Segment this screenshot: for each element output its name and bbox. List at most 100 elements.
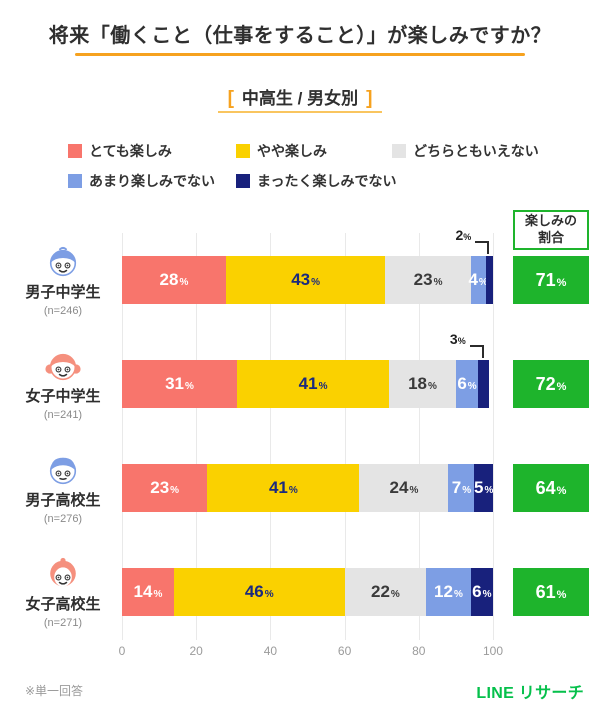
avatar-girl-junior-high-icon [45,353,81,381]
callout-value: 2 [455,227,464,243]
segment-percent-sign: % [153,589,163,600]
legend-item: あまり楽しみでない [68,171,215,191]
bar-segment: 23% [122,464,208,512]
bar-segment [485,256,493,304]
summary-percent-sign: % [556,485,567,497]
summary-percent-sign: % [556,381,567,393]
bar-segment: 24% [359,464,449,512]
summary-value-box: 72% [513,360,589,408]
callout-label: 2% [423,227,471,243]
legend-label: まったく楽しみでない [257,173,397,189]
segment-value: 23 [150,478,170,497]
footnote: ※単一回答 [25,684,84,698]
bar-segment [478,360,490,408]
legend-swatch [236,144,250,158]
segment-percent-sign: % [311,277,321,288]
callout-percent-sign: % [463,232,472,242]
segment-value: 22 [370,582,390,601]
bar-segment: 14% [122,568,174,616]
legend-item: どちらともいえない [392,141,539,161]
sample-size: (n=241) [43,409,83,421]
legend-swatch [236,174,250,188]
summary-value-box: 71% [513,256,589,304]
chart-subtitle: [中高生 / 男女別] [0,84,600,110]
bar-segment: 7% [448,464,475,512]
bar-segment: 41% [237,360,390,408]
segment-value: 28 [159,270,179,289]
segment-percent-sign: % [484,485,494,496]
segment-percent-sign: % [264,589,274,600]
callout-label: 3% [418,331,466,347]
stacked-bar: 31% 41% 18% 6% [122,360,490,408]
row-label: 女子高校生 (n=271) [10,554,116,629]
segment-percent-sign: % [482,589,492,600]
title-underline [75,53,525,56]
segment-percent-sign: % [462,485,472,496]
callout-line-horizontal [475,241,490,243]
avatar-boy-high-icon [49,457,77,485]
legend-label: どちらともいえない [413,143,539,159]
bar-segment: 18% [389,360,456,408]
segment-percent-sign: % [170,485,180,496]
subtitle-bracket-left: [ [227,88,234,109]
sample-size: (n=271) [43,617,83,629]
segment-value: 5 [474,478,484,497]
summary-header-box: 楽しみの 割合 [513,210,589,250]
segment-percent-sign: % [428,381,437,392]
line-research-logo: LINE リサーチ [476,685,584,702]
segment-value: 41 [298,374,318,393]
summary-value-box: 64% [513,464,589,512]
axis-tick-label: 20 [189,644,203,658]
segment-value: 6 [472,582,482,601]
legend-item: やや楽しみ [236,141,327,161]
row-label: 男子高校生 (n=276) [10,450,116,525]
gridline [196,233,198,640]
category-name: 女子中学生 [25,388,101,405]
legend-swatch [68,174,82,188]
segment-value: 4 [468,270,478,289]
stacked-bar: 23% 41% 24% 7% 5% [122,464,493,512]
segment-percent-sign: % [288,485,298,496]
segment-value: 18 [408,374,427,393]
bar-segment: 5% [474,464,493,512]
gridline [122,233,123,640]
callout-line-vertical [487,241,490,254]
segment-value: 23 [413,270,433,289]
segment-value: 31 [165,374,184,393]
segment-value: 24 [389,478,409,497]
segment-value: 46 [244,582,264,601]
legend-item: まったく楽しみでない [236,171,396,191]
summary-value: 71 [535,269,556,290]
bar-segment: 4% [468,256,488,304]
subtitle-underline [218,111,382,113]
summary-value-box: 61% [513,568,589,616]
stacked-bar: 14% 46% 22% 12% 6% [122,568,493,616]
bar-segment: 43% [225,256,386,304]
legend-swatch [68,144,82,158]
avatar-girl-high-icon [50,557,76,587]
bar-segment: 28% [122,256,226,304]
legend-label: とても楽しみ [89,143,172,159]
gridline [418,233,420,640]
bar-segment: 6% [470,568,493,616]
summary-value: 72 [535,373,556,394]
category-name: 女子高校生 [25,596,101,613]
summary-percent-sign: % [556,277,567,289]
callout-percent-sign: % [457,336,466,346]
segment-percent-sign: % [478,277,488,288]
bar-segment: 31% [122,360,237,408]
bar-segment: 6% [455,360,479,408]
axis-tick-label: 60 [337,644,352,658]
callout-line-vertical [481,345,484,358]
gridline [270,233,272,640]
segment-percent-sign: % [390,589,400,600]
stacked-bar: 28% 43% 23% 4% [122,256,493,304]
subtitle-bracket-right: ] [366,88,373,109]
avatar-boy-junior-high-icon [49,246,77,277]
legend-item: とても楽しみ [68,141,172,161]
legend-label: あまり楽しみでない [89,173,215,189]
legend-label: やや楽しみ [257,143,327,159]
callout-value: 3 [449,331,458,347]
page-title: 将来「働くこと（仕事をすること）」が楽しみですか？ [48,25,552,47]
bar-segment: 22% [344,568,427,616]
